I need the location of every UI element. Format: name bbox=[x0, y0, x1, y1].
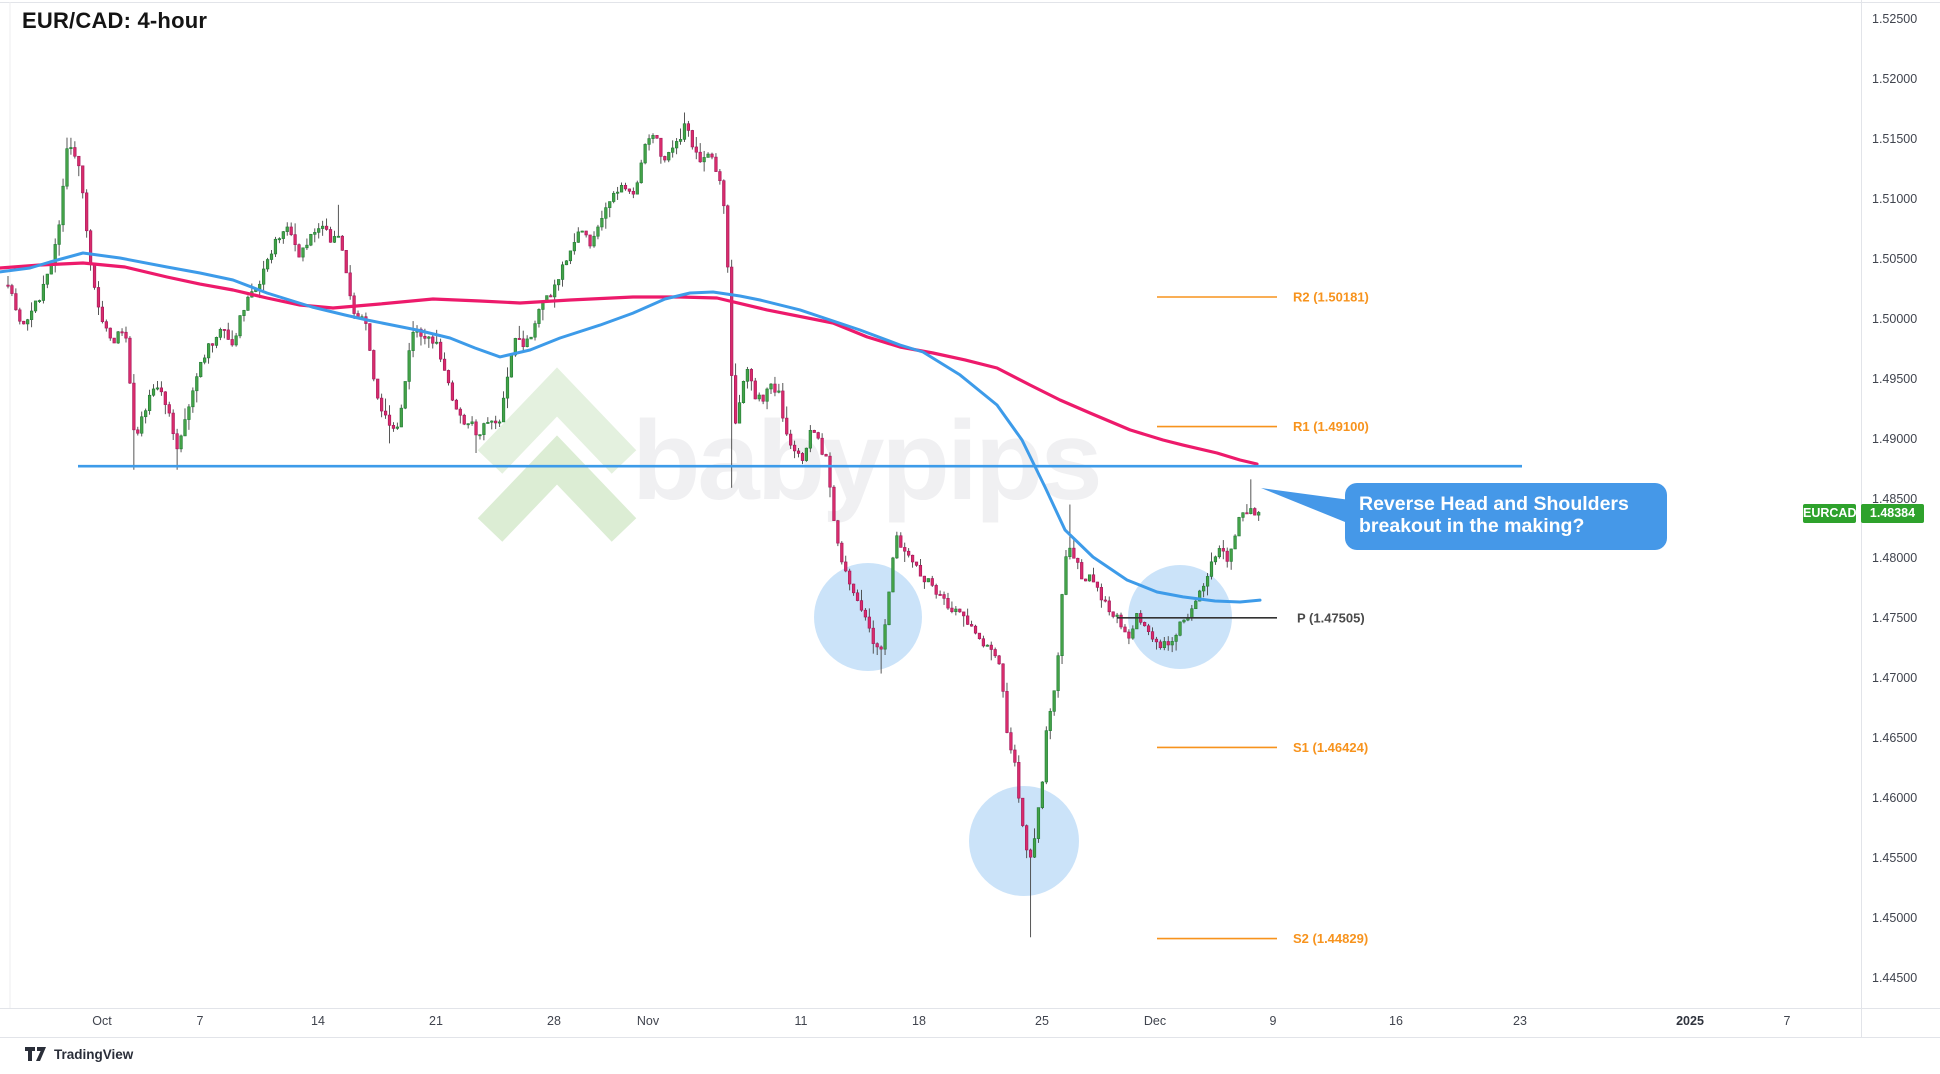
callout-tail bbox=[1261, 488, 1350, 524]
x-axis-label: 16 bbox=[1389, 1014, 1403, 1028]
pivot-label-S2: S2 (1.44829) bbox=[1293, 931, 1368, 946]
top-border bbox=[0, 2, 1940, 3]
y-axis-label: 1.46000 bbox=[1872, 791, 1918, 806]
y-axis-label: 1.52000 bbox=[1872, 71, 1918, 86]
y-axis-label: 1.45500 bbox=[1872, 851, 1918, 866]
bottom-border bbox=[0, 1037, 1940, 1038]
x-axis-label: 14 bbox=[311, 1014, 325, 1028]
x-axis-label: 21 bbox=[429, 1014, 443, 1028]
y-axis-label: 1.49500 bbox=[1872, 371, 1918, 386]
x-axis-label: Oct bbox=[92, 1014, 112, 1028]
time-axis-line bbox=[0, 1008, 1940, 1009]
x-axis-label: 7 bbox=[196, 1014, 204, 1028]
pivot-label-S1: S1 (1.46424) bbox=[1293, 740, 1368, 755]
x-axis-label: 18 bbox=[912, 1014, 926, 1028]
x-axis-label: Dec bbox=[1143, 1014, 1167, 1028]
pivot-label-R1: R1 (1.49100) bbox=[1293, 419, 1369, 434]
babypips-logo-watermark-lower-chevron bbox=[477, 435, 637, 542]
x-axis-label: 28 bbox=[547, 1014, 561, 1028]
x-axis-label: 11 bbox=[794, 1014, 808, 1028]
y-axis-label: 1.51500 bbox=[1872, 131, 1918, 146]
babypips-watermark: babypips bbox=[632, 398, 1103, 523]
pivot-label-P: P (1.47505) bbox=[1297, 610, 1365, 625]
x-axis-label: 9 bbox=[1269, 1014, 1277, 1028]
y-axis-label: 1.50000 bbox=[1872, 311, 1918, 326]
callout-line-1: Reverse Head and Shoulders bbox=[1359, 493, 1629, 515]
y-axis-label: 1.51000 bbox=[1872, 191, 1918, 206]
slow-ma-pink bbox=[0, 261, 1259, 466]
babypips-logo-watermark-upper-chevron bbox=[477, 367, 637, 474]
x-axis-label: 7 bbox=[1783, 1014, 1791, 1028]
x-axis-label: 2025 bbox=[1676, 1014, 1704, 1028]
y-axis-label: 1.48000 bbox=[1872, 551, 1918, 566]
symbol-badge: EURCAD bbox=[1803, 504, 1856, 523]
last-price-badge: EURCAD 1.48384 bbox=[1803, 504, 1924, 523]
y-axis-label: 1.47000 bbox=[1872, 671, 1918, 686]
annotation-callout[interactable]: Reverse Head and Shoulders breakout in t… bbox=[1345, 483, 1667, 550]
y-axis-label: 1.45000 bbox=[1872, 911, 1918, 926]
pattern-circle-right-shoulder[interactable] bbox=[1128, 565, 1232, 669]
y-axis-label: 1.44500 bbox=[1872, 971, 1918, 986]
y-axis-label: 1.48500 bbox=[1872, 491, 1918, 506]
last-price-value: 1.48384 bbox=[1861, 504, 1924, 523]
y-axis-label: 1.50500 bbox=[1872, 251, 1918, 266]
pivot-label-R2: R2 (1.50181) bbox=[1293, 290, 1369, 305]
tradingview-logo[interactable]: TradingView bbox=[24, 1045, 133, 1063]
fast-ma-blue bbox=[0, 251, 1262, 604]
y-axis-label: 1.49000 bbox=[1872, 431, 1918, 446]
x-axis-label: 23 bbox=[1513, 1014, 1527, 1028]
y-axis-label: 1.52500 bbox=[1872, 12, 1918, 26]
y-axis-label: 1.46500 bbox=[1872, 731, 1918, 746]
page-title: EUR/CAD: 4-hour bbox=[22, 8, 208, 33]
y-axis-label: 1.47500 bbox=[1872, 611, 1918, 626]
tradingview-logo-icon bbox=[25, 1047, 46, 1061]
candles bbox=[6, 112, 1261, 938]
tradingview-logo-text: TradingView bbox=[54, 1046, 134, 1062]
pattern-circle-head[interactable] bbox=[969, 786, 1079, 896]
callout-line-2: breakout in the making? bbox=[1359, 515, 1585, 537]
x-axis-label: Nov bbox=[636, 1014, 660, 1028]
x-axis-label: 25 bbox=[1035, 1014, 1049, 1028]
